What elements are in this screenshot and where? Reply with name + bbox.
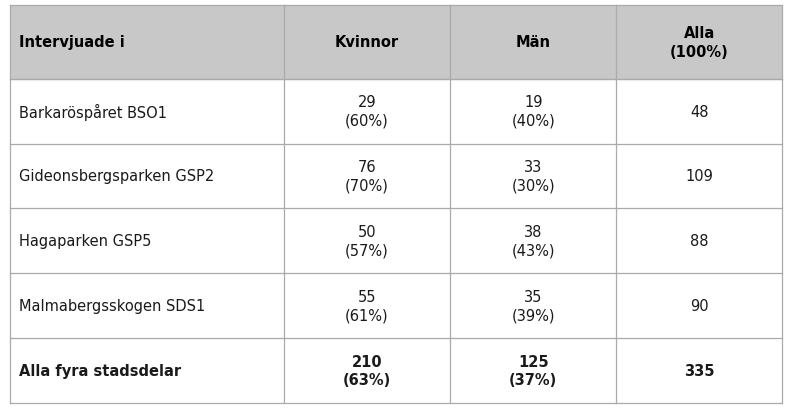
- Bar: [10, 209, 284, 274]
- Text: Gideonsbergsparken GSP2: Gideonsbergsparken GSP2: [19, 169, 214, 184]
- Text: 210
(63%): 210 (63%): [343, 354, 391, 387]
- Bar: [616, 79, 782, 144]
- Bar: [616, 144, 782, 209]
- Bar: [450, 6, 616, 79]
- Text: Malmabergsskogen SDS1: Malmabergsskogen SDS1: [19, 299, 205, 313]
- Bar: [284, 338, 450, 403]
- Text: 50
(57%): 50 (57%): [345, 225, 389, 258]
- Text: 125
(37%): 125 (37%): [509, 354, 558, 387]
- Bar: [616, 338, 782, 403]
- Text: Alla
(100%): Alla (100%): [670, 26, 729, 60]
- Bar: [10, 144, 284, 209]
- Bar: [450, 338, 616, 403]
- Text: Kvinnor: Kvinnor: [335, 35, 399, 50]
- Bar: [450, 274, 616, 338]
- Bar: [616, 274, 782, 338]
- Bar: [284, 6, 450, 79]
- Bar: [616, 6, 782, 79]
- Text: 88: 88: [690, 234, 709, 249]
- Bar: [10, 338, 284, 403]
- Bar: [10, 6, 284, 79]
- Bar: [284, 209, 450, 274]
- Bar: [284, 274, 450, 338]
- Text: Barkaröspåret BSO1: Barkaröspåret BSO1: [19, 103, 167, 120]
- Text: Hagaparken GSP5: Hagaparken GSP5: [19, 234, 151, 249]
- Text: 48: 48: [690, 104, 709, 119]
- Bar: [450, 144, 616, 209]
- Bar: [10, 274, 284, 338]
- Bar: [450, 79, 616, 144]
- Text: 76
(70%): 76 (70%): [345, 160, 389, 193]
- Text: 35
(39%): 35 (39%): [512, 289, 555, 323]
- Text: Alla fyra stadsdelar: Alla fyra stadsdelar: [19, 363, 181, 378]
- Bar: [616, 209, 782, 274]
- Text: 55
(61%): 55 (61%): [345, 289, 389, 323]
- Bar: [284, 144, 450, 209]
- Text: 19
(40%): 19 (40%): [512, 95, 555, 128]
- Text: 29
(60%): 29 (60%): [345, 95, 389, 128]
- Text: Män: Män: [516, 35, 550, 50]
- Text: 33
(30%): 33 (30%): [512, 160, 555, 193]
- Text: 90: 90: [690, 299, 709, 313]
- Text: 38
(43%): 38 (43%): [512, 225, 555, 258]
- Text: 109: 109: [685, 169, 714, 184]
- Bar: [10, 79, 284, 144]
- Bar: [450, 209, 616, 274]
- Bar: [284, 79, 450, 144]
- Text: 335: 335: [684, 363, 714, 378]
- Text: Intervjuade i: Intervjuade i: [19, 35, 124, 50]
